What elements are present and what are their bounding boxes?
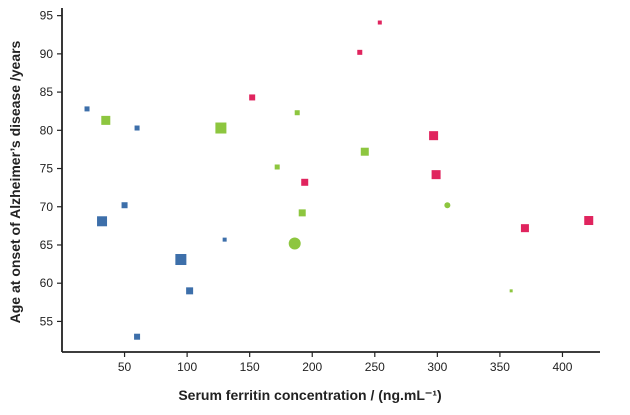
data-point bbox=[377, 20, 382, 25]
x-tick-label: 350 bbox=[490, 360, 510, 374]
data-point bbox=[431, 170, 441, 180]
data-point bbox=[101, 115, 111, 125]
data-point bbox=[134, 333, 141, 340]
y-tick-label: 80 bbox=[40, 123, 54, 137]
data-point bbox=[84, 106, 90, 112]
y-tick-label: 65 bbox=[40, 238, 54, 252]
data-point bbox=[274, 164, 280, 170]
x-tick-label: 400 bbox=[552, 360, 572, 374]
x-tick-label: 100 bbox=[177, 360, 197, 374]
x-tick-label: 300 bbox=[427, 360, 447, 374]
data-point bbox=[509, 289, 513, 293]
data-point bbox=[584, 216, 594, 226]
data-point bbox=[186, 287, 194, 295]
axes bbox=[61, 8, 600, 353]
x-tick-label: 200 bbox=[302, 360, 322, 374]
data-point bbox=[298, 209, 306, 217]
data-point bbox=[520, 224, 529, 233]
x-tick-label: 50 bbox=[118, 360, 132, 374]
data-point bbox=[175, 254, 187, 266]
y-axis-ticks: 55 60 65 70 75 80 85 90 95 bbox=[40, 9, 62, 328]
y-tick-label: 70 bbox=[40, 200, 54, 214]
y-tick-label: 95 bbox=[40, 9, 54, 23]
data-point bbox=[360, 147, 369, 156]
data-point bbox=[222, 237, 227, 242]
data-point bbox=[97, 216, 108, 227]
x-axis-ticks: 50 100 150 200 250 300 350 400 bbox=[118, 352, 573, 374]
data-point bbox=[215, 122, 227, 134]
data-point bbox=[121, 202, 128, 209]
x-tick-label: 150 bbox=[240, 360, 260, 374]
y-tick-label: 60 bbox=[40, 276, 54, 290]
data-point bbox=[249, 94, 256, 101]
y-tick-label: 85 bbox=[40, 85, 54, 99]
data-point bbox=[134, 125, 140, 131]
data-point bbox=[357, 49, 363, 55]
data-point bbox=[301, 178, 309, 186]
data-points bbox=[84, 20, 594, 340]
y-tick-label: 55 bbox=[40, 314, 54, 328]
data-point bbox=[444, 202, 451, 209]
data-point bbox=[429, 131, 439, 141]
data-point bbox=[288, 237, 301, 250]
data-point bbox=[294, 110, 300, 116]
y-tick-label: 90 bbox=[40, 47, 54, 61]
y-axis-title: Age at onset of Alzheimer’s disease /yea… bbox=[7, 40, 23, 323]
x-axis-title: Serum ferritin concentration / (ng.mL⁻¹) bbox=[178, 387, 441, 403]
x-tick-label: 250 bbox=[365, 360, 385, 374]
y-tick-label: 75 bbox=[40, 162, 54, 176]
